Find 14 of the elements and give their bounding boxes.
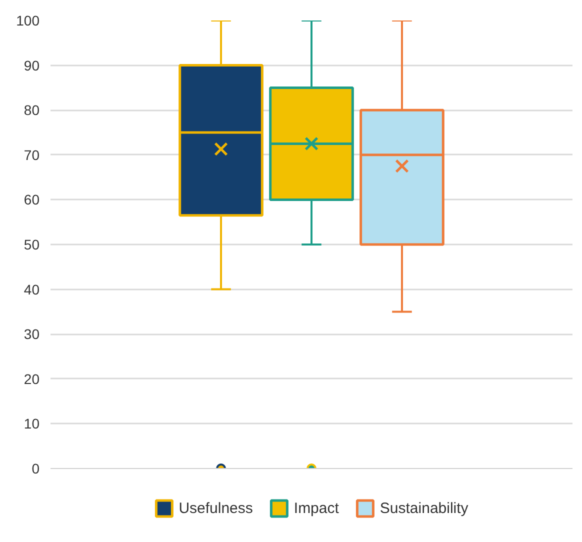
y-tick-label: 100 [16, 12, 40, 28]
y-tick-label: 60 [24, 192, 40, 208]
y-tick-label: 20 [24, 370, 40, 387]
legend-label: Sustainability [380, 500, 468, 516]
y-tick-label: 90 [24, 57, 40, 74]
y-tick-label: 30 [24, 326, 40, 342]
legend-label: Impact [294, 500, 339, 516]
y-tick-label: 80 [24, 102, 40, 118]
legend-label: Usefulness [178, 500, 253, 516]
y-tick-label: 70 [24, 146, 40, 163]
y-tick-label: 0 [32, 460, 40, 476]
y-tick-label: 40 [24, 281, 40, 298]
y-tick-label: 50 [24, 236, 40, 252]
y-tick-label: 10 [24, 416, 40, 432]
